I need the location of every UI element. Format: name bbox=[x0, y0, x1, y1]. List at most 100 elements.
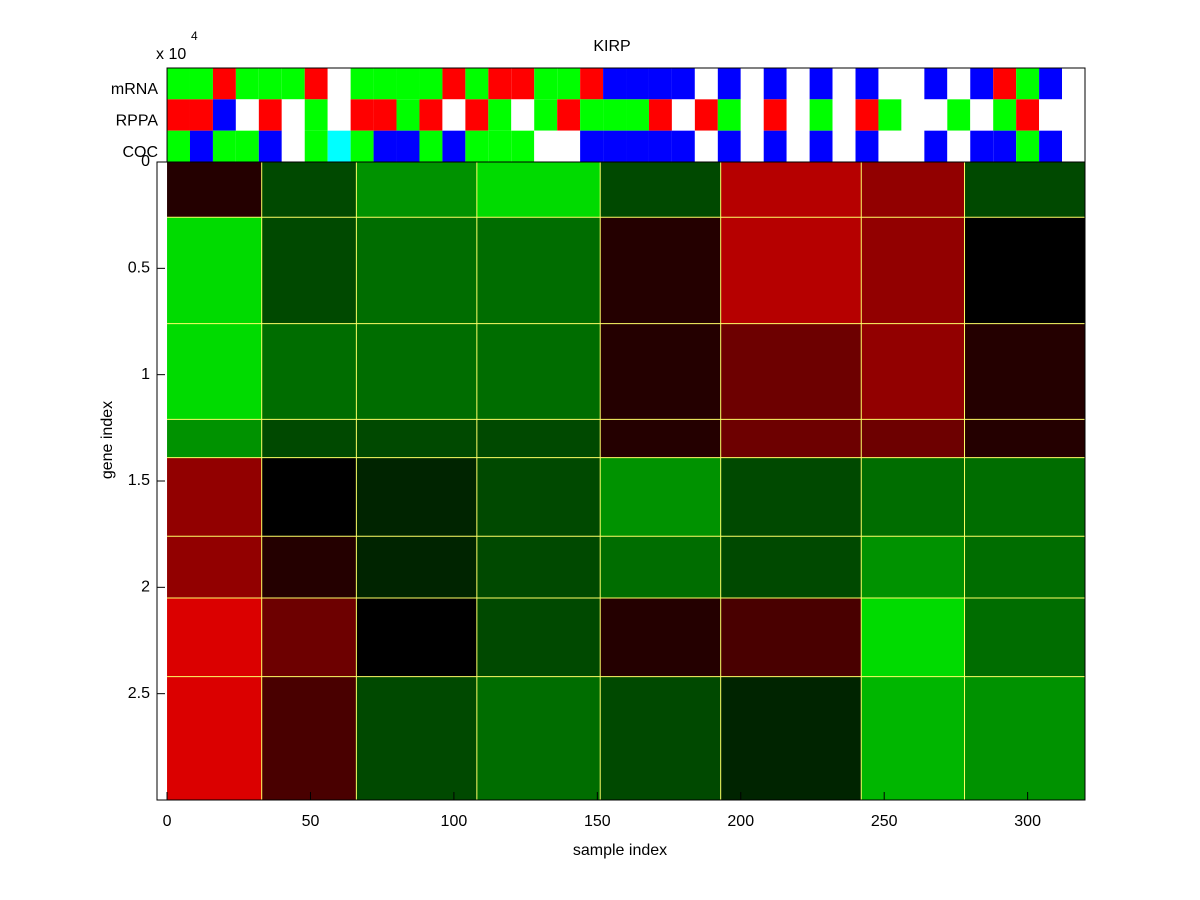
track-cell bbox=[671, 130, 695, 162]
track-cell bbox=[167, 68, 190, 100]
track-cell bbox=[763, 68, 787, 100]
y-tick-label: 2.5 bbox=[128, 685, 150, 702]
track-cell bbox=[258, 130, 282, 162]
track-cell bbox=[212, 130, 236, 162]
track-cell bbox=[304, 99, 328, 131]
track-cell bbox=[557, 130, 581, 162]
track-cell bbox=[878, 68, 902, 100]
heatmap-cell bbox=[720, 676, 862, 800]
heatmap-cell bbox=[964, 162, 1085, 218]
track-cell bbox=[212, 68, 236, 100]
heatmap-cell bbox=[476, 323, 601, 420]
track-cell bbox=[396, 68, 420, 100]
heatmap-cell bbox=[167, 457, 262, 537]
track-cell bbox=[924, 99, 948, 131]
track-cell bbox=[465, 130, 489, 162]
track-frame bbox=[166, 67, 1086, 163]
track-cell bbox=[419, 99, 443, 131]
track-cell bbox=[327, 68, 351, 100]
heatmap-cell bbox=[720, 597, 862, 677]
track-cell bbox=[235, 130, 259, 162]
heatmap-cell bbox=[261, 419, 357, 458]
heatmap-cell bbox=[167, 597, 262, 677]
track-cell bbox=[648, 130, 672, 162]
track-cell bbox=[603, 99, 627, 131]
track-cell bbox=[419, 68, 443, 100]
track-cell bbox=[1062, 130, 1085, 162]
heatmap-cell bbox=[600, 162, 721, 218]
track-cell bbox=[488, 68, 512, 100]
track-cell bbox=[442, 130, 466, 162]
track-cell bbox=[167, 99, 190, 131]
x-axis-label: sample index bbox=[573, 842, 667, 859]
heatmap-cell bbox=[861, 597, 965, 677]
track-cell bbox=[626, 99, 649, 131]
track-cell bbox=[511, 68, 535, 100]
x-tick-label: 100 bbox=[441, 813, 468, 830]
track-cell bbox=[327, 130, 351, 162]
track-cell bbox=[189, 99, 213, 131]
track-cell bbox=[258, 99, 282, 131]
heatmap-cell bbox=[476, 457, 601, 537]
track-cell bbox=[947, 130, 971, 162]
heatmap-cell bbox=[261, 217, 357, 324]
heatmap-cell bbox=[964, 676, 1085, 800]
y-exponent-base: x 10 bbox=[156, 46, 186, 63]
track-cell bbox=[947, 99, 971, 131]
heatmap-cell bbox=[720, 419, 862, 458]
y-tick-label: 0.5 bbox=[128, 260, 150, 277]
track-cell bbox=[488, 99, 512, 131]
track-cell bbox=[993, 68, 1017, 100]
track-cell bbox=[855, 68, 879, 100]
track-cell bbox=[694, 130, 718, 162]
heatmap-cell bbox=[356, 457, 477, 537]
track-cell bbox=[763, 99, 787, 131]
x-tick-label: 150 bbox=[584, 813, 611, 830]
y-exponent-power: 4 bbox=[191, 29, 198, 43]
y-tick-label: 1 bbox=[141, 366, 150, 383]
heatmap-cell bbox=[720, 323, 862, 420]
heatmap-cell bbox=[720, 162, 862, 218]
track-cell bbox=[809, 130, 833, 162]
track-cell bbox=[465, 99, 489, 131]
track-cell bbox=[832, 130, 856, 162]
heatmap-cell bbox=[861, 419, 965, 458]
track-cell bbox=[993, 130, 1017, 162]
track-cell bbox=[167, 130, 190, 162]
heatmap-cell bbox=[600, 536, 721, 598]
y-tick-label: 2 bbox=[141, 579, 150, 596]
track-cell bbox=[717, 99, 741, 131]
heatmap-cell bbox=[720, 217, 862, 324]
x-tick-label: 50 bbox=[302, 813, 320, 830]
heatmap-cell bbox=[261, 162, 357, 218]
heatmap-cell bbox=[964, 536, 1085, 598]
track-cell bbox=[809, 99, 833, 131]
track-cell bbox=[396, 130, 420, 162]
track-cell bbox=[419, 130, 443, 162]
track-cell bbox=[350, 68, 374, 100]
track-cell bbox=[511, 130, 535, 162]
heatmap-cell bbox=[356, 323, 477, 420]
track-cell bbox=[694, 99, 718, 131]
track-cell bbox=[373, 130, 397, 162]
track-cell bbox=[534, 99, 558, 131]
heatmap-cell bbox=[356, 676, 477, 800]
heatmap-cell bbox=[167, 676, 262, 800]
track-cell bbox=[717, 130, 741, 162]
track-cell bbox=[901, 68, 925, 100]
heatmap-cell bbox=[861, 676, 965, 800]
track-cell bbox=[327, 99, 351, 131]
x-tick-label: 300 bbox=[1014, 813, 1041, 830]
y-axis-label: gene index bbox=[99, 401, 116, 479]
y-tick-label: 1.5 bbox=[128, 472, 150, 489]
track-cell bbox=[281, 68, 305, 100]
x-tick-label: 0 bbox=[163, 813, 172, 830]
track-cell bbox=[648, 99, 672, 131]
heatmap-cell bbox=[600, 323, 721, 420]
track-cell bbox=[603, 130, 627, 162]
track-cell bbox=[809, 68, 833, 100]
heatmap-cell bbox=[964, 597, 1085, 677]
track-cell bbox=[511, 99, 535, 131]
track-cell bbox=[626, 68, 649, 100]
track-cell bbox=[763, 130, 787, 162]
